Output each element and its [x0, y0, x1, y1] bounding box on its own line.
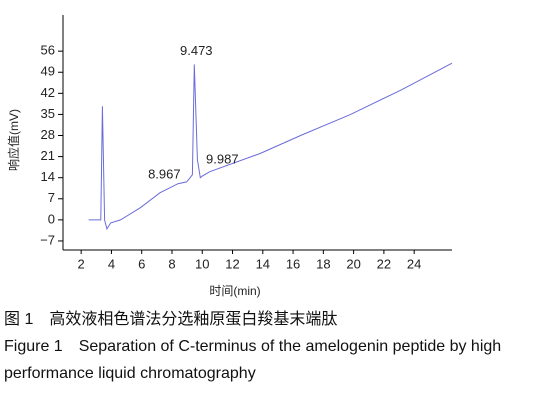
- x-axis-label: 时间(min): [209, 284, 260, 298]
- y-tick-label: 49: [41, 64, 55, 79]
- y-tick-label: −7: [40, 232, 55, 247]
- x-tick-label: 18: [316, 256, 330, 271]
- peak-label: 8.967: [148, 166, 181, 181]
- caption-cn: 图 1 高效液相色谱法分选釉原蛋白羧基末端肽: [4, 311, 338, 328]
- x-tick-label: 14: [256, 256, 270, 271]
- peak-label: 9.987: [206, 152, 239, 167]
- x-tick-label: 6: [138, 256, 145, 271]
- y-tick-label: 14: [41, 169, 55, 184]
- y-tick-label: 28: [41, 127, 55, 142]
- x-tick-label: 22: [377, 256, 391, 271]
- y-tick-label: 0: [48, 211, 55, 226]
- x-tick-label: 10: [195, 256, 209, 271]
- trace: [88, 62, 453, 231]
- y-axis-label: 响应值(mV): [6, 109, 21, 171]
- x-tick-label: 12: [225, 256, 239, 271]
- x-tick-label: 16: [286, 256, 300, 271]
- x-tick-label: 8: [168, 256, 175, 271]
- x-tick-label: 4: [108, 256, 115, 271]
- y-tick-label: 21: [41, 148, 55, 163]
- caption-en: Figure 1 Separation of C-terminus of the…: [4, 338, 502, 382]
- y-tick-label: 7: [48, 190, 55, 205]
- y-tick-label: 42: [41, 85, 55, 100]
- y-tick-label: 56: [41, 43, 55, 58]
- x-tick-label: 24: [407, 256, 421, 271]
- x-tick-label: 2: [78, 256, 85, 271]
- peak-label: 9.473: [180, 43, 213, 58]
- y-tick-label: 35: [41, 106, 55, 121]
- x-tick-label: 20: [346, 256, 360, 271]
